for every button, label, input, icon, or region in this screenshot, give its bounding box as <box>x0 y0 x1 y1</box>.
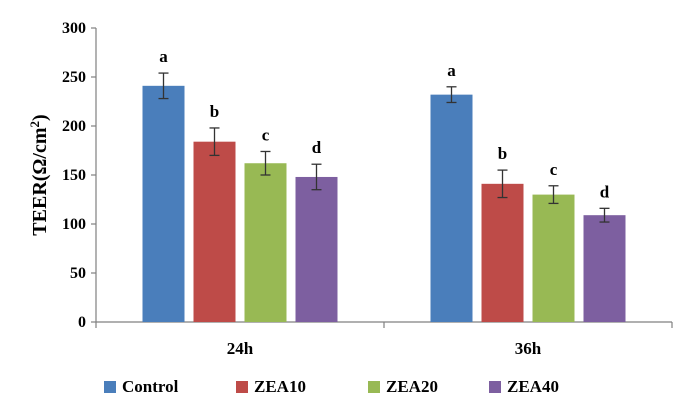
significance-label: a <box>159 47 168 66</box>
legend-label: ZEA10 <box>254 377 306 396</box>
y-axis: 0 50 100 150 200 250 300 <box>62 20 97 331</box>
bar <box>583 215 626 322</box>
legend-swatch <box>368 381 380 393</box>
significance-label: d <box>312 138 322 157</box>
bar <box>295 176 338 322</box>
bar <box>430 94 473 322</box>
y-axis-title: TEER(Ω/cm2) <box>27 114 51 235</box>
bar <box>532 194 575 322</box>
bar <box>244 163 287 322</box>
legend: Control ZEA10 ZEA20 ZEA40 <box>104 377 559 396</box>
y-tick-label: 250 <box>62 69 86 86</box>
bar <box>142 85 185 322</box>
legend-label: ZEA40 <box>507 377 559 396</box>
y-tick-label: 200 <box>62 118 86 135</box>
x-tick-label: 36h <box>515 339 542 358</box>
significance-label: b <box>498 144 507 163</box>
y-tick-label: 50 <box>70 265 86 282</box>
y-tick-label: 300 <box>62 20 86 37</box>
significance-label: c <box>550 160 558 179</box>
bars: a b c d a b c d <box>142 47 626 322</box>
y-tick-label: 150 <box>62 167 86 184</box>
legend-label: Control <box>122 377 179 396</box>
legend-swatch <box>236 381 248 393</box>
bar <box>193 141 236 322</box>
legend-swatch <box>489 381 501 393</box>
x-axis: 24h 36h <box>95 321 673 358</box>
y-tick-label: 100 <box>62 216 86 233</box>
bar <box>481 183 524 322</box>
significance-label: b <box>210 102 219 121</box>
x-tick-label: 24h <box>227 339 254 358</box>
y-tick-label: 0 <box>78 314 86 331</box>
legend-label: ZEA20 <box>386 377 438 396</box>
significance-label: d <box>600 182 610 201</box>
legend-swatch <box>104 381 116 393</box>
significance-label: a <box>447 61 456 80</box>
significance-label: c <box>262 125 270 144</box>
